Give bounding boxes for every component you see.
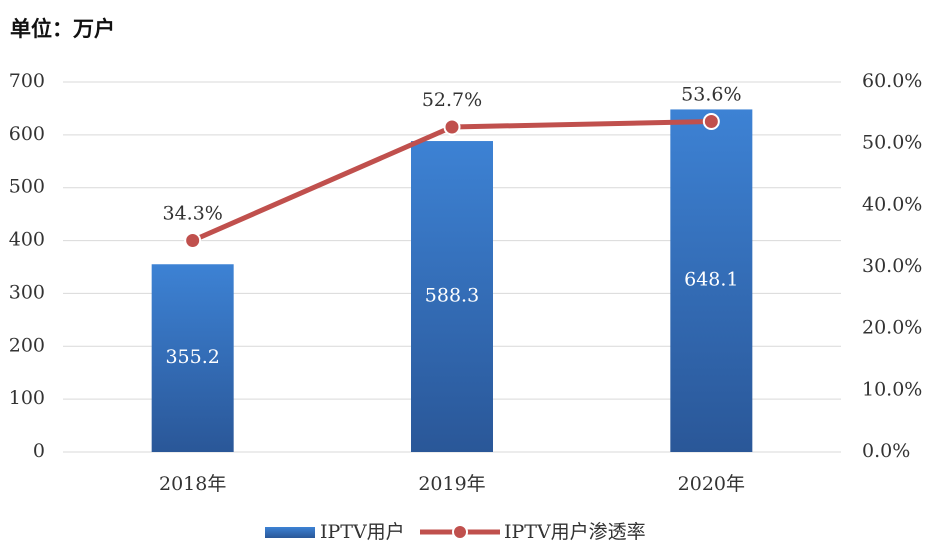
data-label: 355.2 (165, 346, 219, 368)
y-tick-label: 100 (9, 387, 45, 409)
x-tick-label: 2018年 (159, 473, 226, 495)
bar (670, 109, 753, 452)
y-tick-label: 500 (9, 176, 45, 198)
y2-tick-label: 30.0% (862, 255, 922, 277)
y2-tick-label: 0.0% (862, 440, 910, 462)
y2-tick-label: 10.0% (862, 378, 922, 400)
y-tick-label: 700 (9, 70, 45, 92)
y2-tick-label: 40.0% (862, 193, 922, 215)
line-marker (702, 112, 720, 130)
data-label: 588.3 (425, 285, 479, 307)
y2-tick-label: 20.0% (862, 317, 922, 339)
y-tick-label: 600 (9, 123, 45, 145)
data-label: 34.3% (162, 202, 222, 224)
data-label: 53.6% (681, 83, 741, 105)
legend-label: IPTV用户渗透率 (504, 521, 646, 543)
y-tick-label: 400 (9, 229, 45, 251)
bar (151, 264, 234, 452)
y-tick-label: 0 (33, 440, 45, 462)
x-tick-label: 2020年 (678, 473, 745, 495)
y-tick-label: 200 (9, 334, 45, 356)
line-marker (184, 231, 202, 249)
y2-tick-label: 60.0% (862, 70, 922, 92)
y-tick-label: 300 (9, 281, 45, 303)
unit-label: 单位：万户 (10, 17, 115, 41)
data-label: 648.1 (684, 269, 738, 291)
y2-tick-label: 50.0% (862, 132, 922, 154)
legend-marker (452, 524, 468, 540)
legend-label: IPTV用户 (320, 521, 405, 543)
data-label: 52.7% (422, 89, 482, 111)
x-tick-label: 2019年 (418, 473, 485, 495)
legend-swatch (265, 527, 315, 538)
bar (411, 141, 493, 452)
line-marker (443, 118, 461, 136)
